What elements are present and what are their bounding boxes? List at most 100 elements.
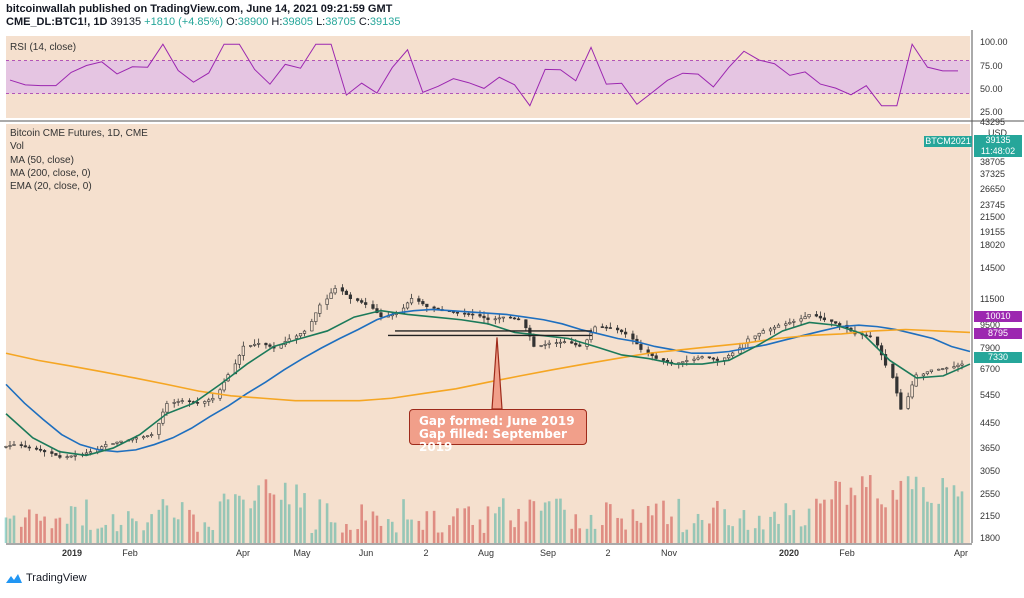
volume-bar xyxy=(249,508,252,543)
volume-bar xyxy=(807,508,811,543)
candle-body xyxy=(379,312,383,318)
time-tick: Aug xyxy=(477,548,495,558)
candle-body xyxy=(302,330,307,334)
volume-bar xyxy=(956,496,960,543)
volume-bar xyxy=(926,501,929,543)
candle-body xyxy=(115,441,119,444)
volume-bar xyxy=(589,514,593,543)
volume-bar xyxy=(930,502,933,543)
candle-body xyxy=(562,341,567,343)
volume-bar xyxy=(482,532,486,543)
candle-body xyxy=(421,301,425,305)
rsi-label[interactable]: RSI (14, close) xyxy=(10,42,77,53)
volume-bar xyxy=(712,507,715,543)
candle-body xyxy=(654,355,658,359)
volume-bar xyxy=(226,499,230,543)
volume-bar xyxy=(115,531,119,543)
candle-body xyxy=(344,290,348,295)
price-change: +1810 (+4.85%) xyxy=(144,16,224,28)
volume-bar xyxy=(211,530,215,543)
volume-bar xyxy=(287,504,291,543)
candle-body xyxy=(761,330,765,334)
volume-bar xyxy=(440,532,444,543)
volume-bar xyxy=(578,528,582,543)
indicator-ma200[interactable]: MA (200, close, 0) xyxy=(10,168,91,179)
price-tick: 23745 xyxy=(980,200,1006,210)
candle-body xyxy=(211,397,215,401)
volume-bar xyxy=(172,517,176,543)
candle-body xyxy=(941,368,945,370)
indicator-vol[interactable]: Vol xyxy=(10,141,24,152)
price-tick: 11500 xyxy=(980,294,1005,304)
volume-bar xyxy=(880,504,883,543)
candle-body xyxy=(38,448,43,451)
volume-bar xyxy=(528,499,532,543)
candle-body xyxy=(134,437,138,440)
volume-bar xyxy=(104,524,108,543)
candle-body xyxy=(875,336,880,346)
ma-line-2 xyxy=(5,328,971,402)
volume-bar xyxy=(547,501,551,543)
volume-bar xyxy=(333,522,337,543)
candle-body xyxy=(348,294,352,299)
candle-body xyxy=(4,446,8,448)
rsi-tick-25: 25.00 xyxy=(980,107,1003,117)
volume-bar xyxy=(609,504,612,543)
volume-bar xyxy=(12,515,16,543)
volume-bar xyxy=(910,489,914,543)
candle-body xyxy=(486,317,490,320)
contract-label: BTCM2021 xyxy=(924,136,972,147)
indicator-ma50[interactable]: MA (50, close) xyxy=(10,155,74,166)
volume-bar xyxy=(135,521,138,543)
volume-bar xyxy=(670,516,673,543)
time-tick: Apr xyxy=(235,548,251,558)
callout-line-1: Gap formed: June 2019 xyxy=(419,414,575,428)
volume-bar xyxy=(421,529,425,543)
volume-bar xyxy=(410,519,413,543)
candle-body xyxy=(707,356,711,359)
ema20-value-label: 7330 xyxy=(974,352,1022,363)
candle-body xyxy=(23,445,27,448)
price-tick: 37325 xyxy=(980,169,1006,179)
volume-bar xyxy=(402,499,405,543)
candle-body xyxy=(554,342,559,344)
candle-body xyxy=(788,322,792,325)
price-tick: 9500 xyxy=(980,320,1001,330)
volume-bar xyxy=(685,529,689,543)
indicator-ema20[interactable]: EMA (20, close, 0) xyxy=(10,181,92,192)
candle-body xyxy=(929,369,934,372)
candle-body xyxy=(279,344,283,349)
volume-bar xyxy=(570,528,574,543)
volume-bar xyxy=(19,526,23,543)
volume-bar xyxy=(349,529,352,543)
publisher-line: bitcoinwallah published on TradingView.c… xyxy=(6,3,392,15)
volume-bar xyxy=(884,507,887,543)
volume-bar xyxy=(218,501,222,543)
volume-bar xyxy=(390,521,394,543)
volume-bar xyxy=(39,520,42,543)
volume-bar xyxy=(952,485,956,543)
gap-callout[interactable]: Gap formed: June 2019 Gap filled: Septem… xyxy=(409,409,587,454)
indicator-title[interactable]: Bitcoin CME Futures, 1D, CME xyxy=(10,128,148,139)
rsi-tick-50: 50.00 xyxy=(980,84,1003,94)
candle-body xyxy=(455,311,460,314)
volume-bar xyxy=(639,522,643,543)
candle-body xyxy=(73,455,77,457)
candle-body xyxy=(329,292,333,299)
volume-bar xyxy=(222,493,226,543)
currency-label[interactable]: USD xyxy=(988,128,1008,138)
volume-bar xyxy=(283,482,287,543)
volume-bar xyxy=(497,506,501,543)
volume-bar xyxy=(563,509,566,543)
candle-body xyxy=(956,364,960,367)
volume-bar xyxy=(207,526,211,543)
candle-body xyxy=(478,314,482,317)
candle-body xyxy=(268,344,272,347)
time-tick: May xyxy=(293,548,311,558)
price-tick: 19155 xyxy=(980,227,1006,237)
volume-bar xyxy=(631,509,635,543)
tradingview-logo[interactable]: TradingView xyxy=(6,572,87,584)
candle-body xyxy=(661,358,666,361)
candle-body xyxy=(776,324,781,328)
